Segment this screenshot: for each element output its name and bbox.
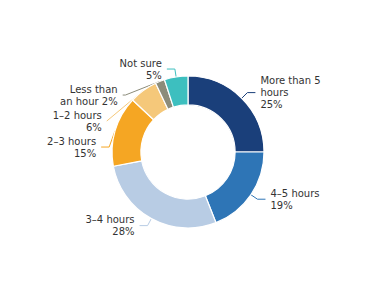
svg-text:25%: 25%: [260, 99, 282, 110]
svg-text:15%: 15%: [74, 148, 96, 159]
svg-text:1–2 hours: 1–2 hours: [53, 110, 102, 121]
svg-text:5%: 5%: [146, 70, 162, 81]
svg-text:Not sure: Not sure: [120, 58, 162, 69]
svg-text:3–4 hours: 3–4 hours: [86, 214, 135, 225]
svg-text:2–3 hours: 2–3 hours: [47, 136, 96, 147]
svg-text:hours: hours: [260, 87, 288, 98]
svg-text:4–5 hours: 4–5 hours: [270, 188, 319, 199]
svg-text:19%: 19%: [270, 200, 292, 211]
svg-text:More than 5: More than 5: [260, 75, 320, 86]
svg-text:Less than: Less than: [70, 84, 118, 95]
svg-text:28%: 28%: [112, 226, 134, 237]
svg-text:6%: 6%: [86, 122, 102, 133]
svg-text:an hour 2%: an hour 2%: [60, 96, 118, 107]
